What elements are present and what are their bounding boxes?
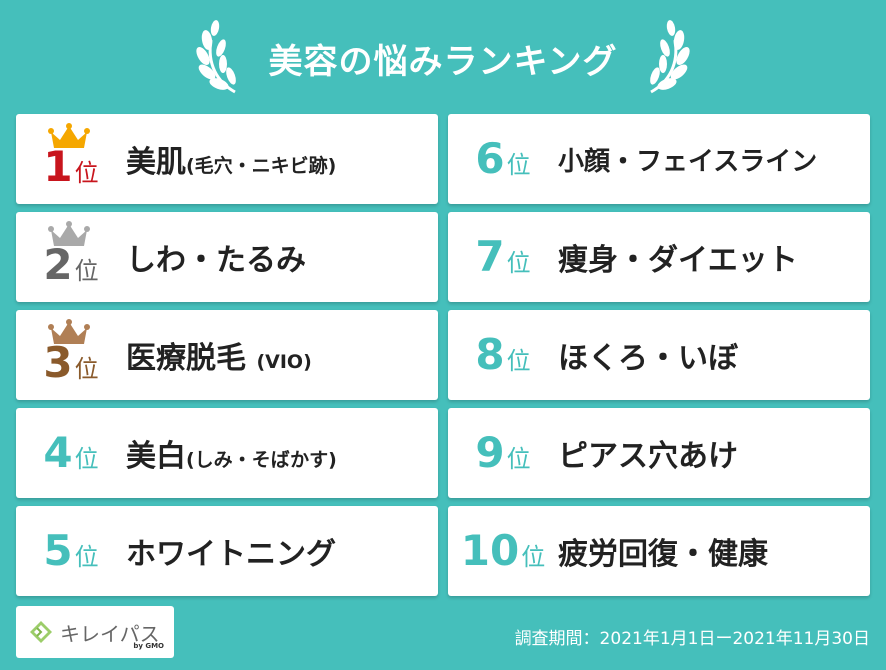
ranking-card-5: 5位 ホワイトニング (16, 506, 438, 596)
rank-badge: 6位 (448, 114, 558, 204)
ranking-card-9: 9位 ピアス穴あけ (448, 408, 870, 498)
logo-by-gmo: by GMO (133, 642, 164, 650)
laurel-left-icon (195, 20, 236, 94)
rank-number: 2位 (43, 240, 99, 289)
ranking-card-7: 7位 痩身・ダイエット (448, 212, 870, 302)
rank-number: 7位 (475, 232, 531, 281)
ranking-card-4: 4位 美白(しみ・そばかす) (16, 408, 438, 498)
ranking-card-1: 1位 美肌(毛穴・ニキビ跡) (16, 114, 438, 204)
ranking-label: 疲労回復・健康 (558, 537, 768, 572)
gold-crown-icon (48, 123, 90, 148)
rank-badge: 8位 (448, 310, 558, 400)
ranking-sublabel: (VIO) (256, 351, 312, 373)
ranking-card-8: 8位 ほくろ・いぼ (448, 310, 870, 400)
ranking-label: ピアス穴あけ (558, 439, 738, 474)
bronze-crown-icon (48, 319, 90, 344)
rank-number: 5位 (43, 526, 99, 575)
rank-badge: 1位 (16, 114, 126, 204)
rank-badge: 10位 (448, 506, 558, 596)
rank-number: 6位 (475, 134, 531, 183)
laurel-right-icon (650, 20, 691, 94)
ranking-sublabel: (毛穴・ニキビ跡) (186, 155, 337, 177)
rank-badge: 9位 (448, 408, 558, 498)
kireipass-logo-icon (30, 621, 52, 643)
page-title: 美容の悩みランキング (268, 41, 618, 82)
ranking-label: 痩身・ダイエット (558, 243, 798, 278)
ranking-label: 美肌(毛穴・ニキビ跡) (126, 145, 337, 180)
ranking-label: 医療脱毛 (VIO) (126, 341, 312, 376)
ranking-card-6: 6位 小顔・フェイスライン (448, 114, 870, 204)
ranking-label: しわ・たるみ (126, 243, 306, 278)
silver-crown-icon (48, 221, 90, 246)
ranking-card-10: 10位 疲労回復・健康 (448, 506, 870, 596)
ranking-sublabel: (しみ・そばかす) (186, 449, 337, 471)
rank-badge: 2位 (16, 212, 126, 302)
rank-number: 1位 (43, 142, 99, 191)
kireipass-logo: キレイパス by GMO (16, 606, 174, 658)
header: 美容の悩みランキング (0, 18, 886, 98)
survey-period: 調査期間：2021年1月1日ー2021年11月30日 (514, 629, 870, 649)
rank-number: 10位 (460, 526, 546, 575)
ranking-card-2: 2位 しわ・たるみ (16, 212, 438, 302)
rank-badge: 3位 (16, 310, 126, 400)
rank-number: 9位 (475, 428, 531, 477)
rank-number: 8位 (475, 330, 531, 379)
ranking-card-3: 3位 医療脱毛 (VIO) (16, 310, 438, 400)
ranking-label: ほくろ・いぼ (558, 341, 738, 376)
rank-number: 4位 (43, 428, 99, 477)
ranking-label: 小顔・フェイスライン (558, 146, 818, 177)
logo-text: キレイパス (60, 621, 160, 646)
rank-badge: 5位 (16, 506, 126, 596)
ranking-label: 美白(しみ・そばかす) (126, 439, 337, 474)
rank-badge: 7位 (448, 212, 558, 302)
rank-number: 3位 (43, 338, 99, 387)
ranking-label: ホワイトニング (126, 537, 336, 572)
rank-badge: 4位 (16, 408, 126, 498)
